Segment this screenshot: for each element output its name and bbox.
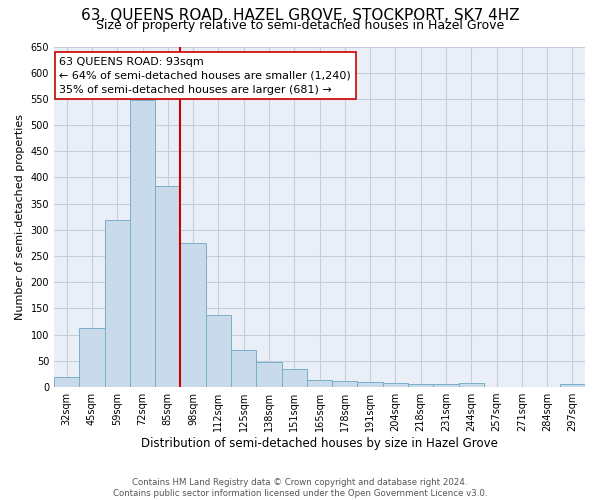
Y-axis label: Number of semi-detached properties: Number of semi-detached properties: [15, 114, 25, 320]
Bar: [408, 384, 433, 387]
Bar: [383, 383, 408, 387]
X-axis label: Distribution of semi-detached houses by size in Hazel Grove: Distribution of semi-detached houses by …: [141, 437, 498, 450]
Bar: [54, 376, 79, 387]
Bar: [433, 384, 458, 387]
Text: 63 QUEENS ROAD: 93sqm
← 64% of semi-detached houses are smaller (1,240)
35% of s: 63 QUEENS ROAD: 93sqm ← 64% of semi-deta…: [59, 56, 351, 94]
Bar: [79, 328, 104, 387]
Bar: [155, 186, 181, 387]
Bar: [560, 384, 585, 387]
Bar: [206, 316, 231, 387]
Text: 63, QUEENS ROAD, HAZEL GROVE, STOCKPORT, SK7 4HZ: 63, QUEENS ROAD, HAZEL GROVE, STOCKPORT,…: [80, 8, 520, 22]
Bar: [104, 220, 130, 387]
Bar: [458, 383, 484, 387]
Text: Size of property relative to semi-detached houses in Hazel Grove: Size of property relative to semi-detach…: [96, 19, 504, 32]
Bar: [231, 350, 256, 387]
Bar: [307, 380, 332, 387]
Bar: [332, 381, 358, 387]
Bar: [281, 368, 307, 387]
Bar: [181, 243, 206, 387]
Bar: [130, 100, 155, 387]
Bar: [256, 362, 281, 387]
Bar: [358, 382, 383, 387]
Text: Contains HM Land Registry data © Crown copyright and database right 2024.
Contai: Contains HM Land Registry data © Crown c…: [113, 478, 487, 498]
